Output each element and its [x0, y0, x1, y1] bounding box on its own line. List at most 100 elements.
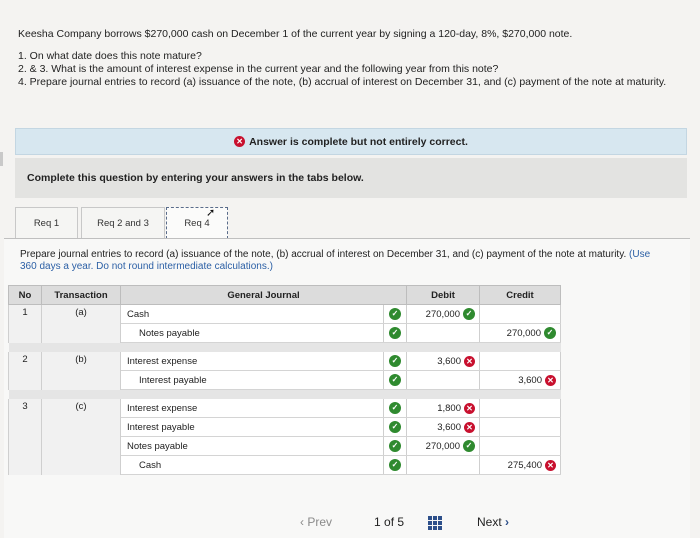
account-status-cell: ✓ — [383, 417, 407, 437]
general-journal-table: No Transaction General Journal Debit Cre… — [8, 285, 561, 475]
answer-status-text: Answer is complete but not entirely corr… — [249, 135, 468, 148]
incorrect-icon: ✕ — [464, 355, 475, 367]
journal-line-row: Cash ✓ 275,400 ✕ — [9, 455, 561, 475]
page-of: of — [384, 515, 395, 529]
tab-req-2-and-3[interactable]: Req 2 and 3 — [81, 207, 165, 239]
account-name-field[interactable]: Notes payable — [120, 323, 384, 343]
correct-check-icon: ✓ — [389, 440, 401, 452]
next-label: Next — [477, 515, 502, 529]
account-name-field[interactable]: Cash — [120, 455, 384, 475]
debit-cell[interactable]: 270,000 ✓ — [406, 304, 480, 324]
question-4: 4. Prepare journal entries to record (a)… — [18, 76, 667, 88]
next-button[interactable]: Next › — [477, 515, 509, 529]
correct-check-icon: ✓ — [389, 421, 401, 433]
col-header-no: No — [8, 285, 42, 305]
credit-cell[interactable] — [479, 304, 561, 324]
prev-button[interactable]: ‹ Prev — [300, 515, 332, 529]
chevron-right-icon: › — [505, 515, 510, 529]
credit-cell[interactable] — [479, 436, 561, 456]
journal-line-row: Notes payable ✓ 270,000 ✓ — [9, 323, 561, 343]
entry-number: 3 — [8, 399, 42, 475]
credit-amount-wrap: 275,400 ✕ — [507, 459, 556, 471]
tab-req-4[interactable]: Req 4 — [166, 207, 228, 239]
debit-cell[interactable] — [406, 370, 480, 390]
problem-statement: Keesha Company borrows $270,000 cash on … — [18, 28, 698, 89]
mouse-cursor-icon: ➚ — [206, 207, 216, 219]
debit-cell[interactable]: 3,600 ✕ — [406, 417, 480, 437]
req-4-instructions: Prepare journal entries to record (a) is… — [20, 249, 660, 273]
credit-amount-wrap: 270,000 ✓ — [507, 327, 556, 339]
debit-cell[interactable] — [406, 323, 480, 343]
correct-check-icon: ✓ — [389, 308, 401, 320]
incorrect-icon: ✕ — [545, 374, 556, 386]
instruction-panel: Complete this question by entering your … — [15, 158, 687, 198]
credit-amount-wrap: 3,600 ✕ — [518, 374, 556, 386]
credit-cell[interactable] — [479, 352, 561, 371]
journal-line-row: Interest payable ✓ 3,600 ✕ — [9, 417, 561, 437]
req-4-text: Prepare journal entries to record (a) is… — [20, 249, 627, 260]
debit-value: 1,800 — [437, 402, 461, 414]
journal-line-row: Interest payable ✓ 3,600 ✕ — [9, 370, 561, 390]
entry-number: 2 — [8, 352, 42, 390]
instruction-text: Complete this question by entering your … — [27, 172, 364, 184]
correct-check-icon: ✓ — [463, 440, 475, 452]
incorrect-icon: ✕ — [464, 421, 475, 433]
transaction-label: (b) — [41, 352, 121, 390]
correct-check-icon: ✓ — [389, 327, 401, 339]
credit-cell[interactable]: 270,000 ✓ — [479, 323, 561, 343]
col-header-transaction: Transaction — [41, 285, 121, 305]
debit-value: 3,600 — [437, 421, 461, 433]
account-name-field[interactable]: Interest payable — [120, 417, 384, 437]
journal-line-row: 1 (a) Cash ✓ 270,000 ✓ — [8, 304, 561, 343]
entry-separator — [8, 389, 561, 399]
correct-check-icon: ✓ — [389, 402, 401, 414]
debit-cell[interactable]: 1,800 ✕ — [406, 399, 480, 418]
entry-separator — [8, 342, 561, 352]
journal-line-row: 3 (c) Interest expense ✓ 1,800 ✕ — [8, 399, 561, 475]
credit-cell[interactable]: 275,400 ✕ — [479, 455, 561, 475]
transaction-label: (a) — [41, 304, 121, 343]
account-status-cell: ✓ — [383, 352, 407, 371]
page-total: 5 — [397, 515, 405, 529]
account-status-cell: ✓ — [383, 323, 407, 343]
credit-value: 275,400 — [507, 459, 542, 471]
debit-value: 3,600 — [437, 355, 461, 367]
transaction-label: (c) — [41, 399, 121, 475]
account-name-field[interactable]: Cash — [120, 304, 384, 324]
debit-value: 270,000 — [425, 440, 460, 452]
correct-check-icon: ✓ — [463, 308, 475, 320]
prev-label: Prev — [307, 515, 333, 529]
page-indicator: 1 of 5 — [374, 515, 404, 529]
incorrect-icon: ✕ — [234, 136, 246, 147]
answer-status-bar: ✕ Answer is complete but not entirely co… — [15, 128, 687, 155]
account-name-field[interactable]: Interest payable — [120, 370, 384, 390]
account-status-cell: ✓ — [383, 399, 407, 418]
chevron-left-icon: ‹ — [300, 515, 308, 529]
account-status-cell: ✓ — [383, 455, 407, 475]
page-edge-marker — [0, 152, 3, 166]
col-header-credit: Credit — [479, 285, 561, 305]
debit-amount-wrap: 3,600 ✕ — [437, 421, 475, 433]
account-name-field[interactable]: Interest expense — [120, 352, 384, 371]
debit-amount-wrap: 270,000 ✓ — [426, 308, 475, 320]
credit-cell[interactable]: 3,600 ✕ — [479, 370, 561, 390]
grid-icon[interactable] — [428, 516, 443, 530]
account-name-field[interactable]: Interest expense — [120, 399, 384, 418]
debit-cell[interactable]: 270,000 ✓ — [406, 436, 480, 456]
debit-cell[interactable]: 3,600 ✕ — [406, 352, 480, 371]
correct-check-icon: ✓ — [389, 459, 401, 471]
question-navigation: ‹ Prev 1 of 5 Next › — [0, 508, 700, 538]
col-header-general-journal: General Journal — [120, 285, 407, 305]
journal-line-row: 2 (b) Interest expense ✓ 3,600 ✕ — [8, 352, 561, 390]
tab-req-1[interactable]: Req 1 — [15, 207, 78, 239]
account-name-field[interactable]: Notes payable — [120, 436, 384, 456]
account-status-cell: ✓ — [383, 436, 407, 456]
debit-amount-wrap: 270,000 ✓ — [426, 440, 475, 452]
journal-line-row: Notes payable ✓ 270,000 ✓ — [9, 436, 561, 456]
credit-cell[interactable] — [479, 417, 561, 437]
debit-cell[interactable] — [406, 455, 480, 475]
account-status-cell: ✓ — [383, 304, 407, 324]
page-current: 1 — [374, 515, 381, 529]
credit-cell[interactable] — [479, 399, 561, 418]
debit-amount-wrap: 3,600 ✕ — [437, 355, 475, 367]
